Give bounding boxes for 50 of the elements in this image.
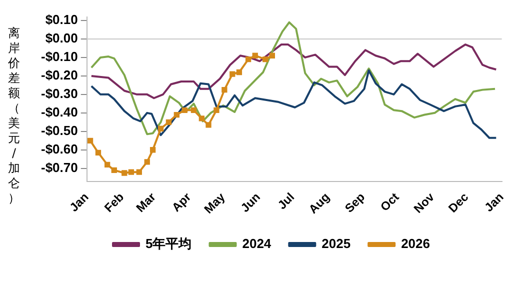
y-tick-label: $0.00 (45, 30, 78, 46)
y-tick-label: -$0.60 (40, 141, 78, 156)
legend-label: 2024 (242, 236, 272, 252)
point (144, 159, 150, 165)
point (158, 126, 164, 132)
point (174, 112, 180, 118)
point (95, 150, 102, 156)
point (111, 167, 117, 174)
y-tick-label: -$0.40 (40, 104, 78, 120)
point (182, 107, 188, 113)
text: 离岸价差额（美元/加仑） (8, 26, 20, 205)
point (136, 169, 142, 175)
x-tick-label: Dec (446, 190, 472, 216)
legend-label: 2025 (322, 236, 351, 252)
x-tick-label: Jan (482, 190, 506, 214)
x-tick-label: Mar (133, 190, 159, 215)
x-tick-label: Oct (378, 190, 402, 214)
point (269, 52, 275, 58)
point (166, 119, 172, 125)
y-tick-label: -$0.20 (40, 68, 78, 83)
point (150, 147, 156, 153)
point (190, 107, 197, 113)
point (122, 170, 128, 176)
point (222, 86, 228, 93)
legend-label: 2026 (401, 236, 430, 252)
point (104, 162, 110, 168)
point (262, 56, 268, 62)
x-tick-label: Sep (342, 190, 368, 216)
x-tick-label: Jun (238, 190, 263, 215)
x-tick-label: Nov (411, 190, 438, 216)
point (214, 107, 220, 113)
point (230, 71, 236, 77)
point (245, 56, 252, 62)
x-tick-label: Jan (66, 190, 92, 214)
y-tick-label: -$0.50 (40, 122, 78, 138)
x-tick-label: Feb (102, 190, 127, 215)
x-tick-label: May (201, 190, 228, 216)
y-tick-label: -$0.70 (40, 160, 78, 175)
point (198, 116, 205, 122)
x-tick-label: Apr (169, 190, 194, 214)
legend-label: 5年平均 (146, 236, 192, 252)
point (206, 122, 212, 128)
point (128, 169, 134, 175)
y-tick-label: $0.10 (45, 12, 78, 28)
y-tick-label: -$0.30 (40, 86, 78, 102)
point (252, 52, 258, 58)
point (236, 69, 242, 76)
x-tick-label: Jul (274, 190, 298, 212)
point (87, 138, 94, 144)
y-tick-label: -$0.10 (40, 49, 78, 64)
